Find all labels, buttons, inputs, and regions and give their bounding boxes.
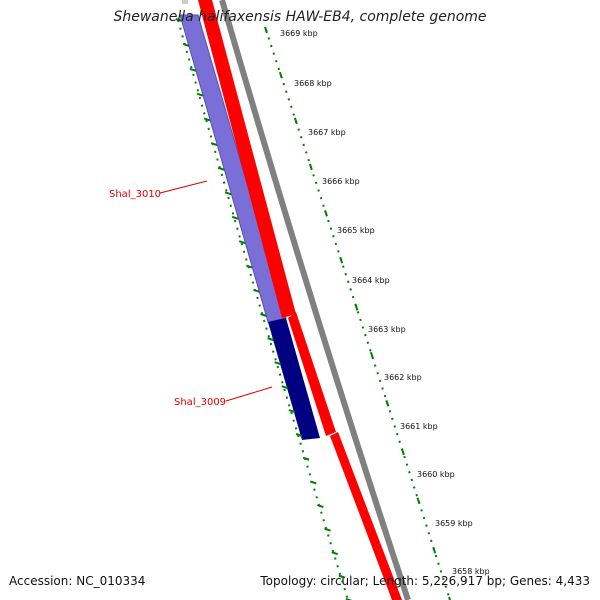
ruler-kbp-tick xyxy=(448,596,452,600)
kbp-label-3659: 3659 kbp xyxy=(435,519,473,528)
ruler-kbp-tick xyxy=(264,26,268,34)
ruler-major-tick xyxy=(295,433,303,437)
genome-backbone xyxy=(219,0,411,600)
genome-summary: Topology: circular; Length: 5,226,917 bp… xyxy=(260,574,590,588)
ruler-major-tick xyxy=(331,551,338,556)
ruler-kbp-tick xyxy=(324,210,328,217)
ruler-major-tick xyxy=(175,18,183,22)
ruler-kbp-tick xyxy=(278,71,283,79)
kbp-label-3669: 3669 kbp xyxy=(280,29,318,38)
kbp-label-3662: 3662 kbp xyxy=(384,373,422,382)
ruler-ticks xyxy=(175,18,452,600)
ruler-major-tick xyxy=(338,574,346,579)
gene-leader-shal-3010 xyxy=(159,180,208,194)
outer-ruler-ring xyxy=(265,29,451,600)
kbp-label-3661: 3661 kbp xyxy=(400,422,438,431)
ruler-major-tick xyxy=(345,598,353,600)
inner-ruler-ring xyxy=(177,19,349,600)
ruler-major-tick xyxy=(324,527,331,532)
kbp-label-3660: 3660 kbp xyxy=(417,470,455,479)
ruler-major-tick xyxy=(274,361,281,366)
ruler-major-tick xyxy=(196,92,204,97)
ruler-major-tick xyxy=(317,504,324,509)
map-title: Shewanella halifaxensis HAW-EB4, complet… xyxy=(113,9,487,25)
ruler-kbp-tick xyxy=(416,497,421,505)
kbp-label-3664: 3664 kbp xyxy=(352,276,390,285)
kbp-label-3668: 3668 kbp xyxy=(294,79,332,88)
ruler-major-tick xyxy=(302,456,310,461)
ruler-major-tick xyxy=(309,480,317,485)
ruler-major-tick xyxy=(238,240,246,245)
ruler-major-tick xyxy=(281,385,289,390)
ruler-major-tick xyxy=(231,215,239,220)
ruler-major-tick xyxy=(253,288,260,293)
ruler-major-tick xyxy=(288,409,296,414)
accession-text: Accession: NC_010334 xyxy=(9,574,146,588)
ruler-major-tick xyxy=(182,43,190,47)
forward-gene-block-3 xyxy=(330,432,402,600)
kbp-label-3666: 3666 kbp xyxy=(322,177,360,186)
ruler-kbp-tick xyxy=(385,400,390,407)
ruler-major-tick xyxy=(260,313,267,317)
ruler-kbp-tick xyxy=(400,448,405,456)
kbp-label-3663: 3663 kbp xyxy=(368,325,406,334)
gene-leader-shal-3009 xyxy=(225,386,273,402)
kbp-label-3658: 3658 kbp xyxy=(452,567,490,576)
ruler-major-tick xyxy=(246,264,253,269)
ruler-kbp-tick xyxy=(339,256,344,264)
ruler-major-tick xyxy=(224,191,232,196)
gene-label-shal-3009[interactable]: Shal_3009 xyxy=(174,397,226,408)
ruler-kbp-tick xyxy=(293,117,298,125)
ruler-major-tick xyxy=(210,142,218,147)
forward-gene-block-2 xyxy=(288,312,336,436)
ruler-major-tick xyxy=(203,117,211,122)
ruler-major-tick xyxy=(267,337,274,342)
ruler-kbp-tick xyxy=(432,546,437,554)
gene-shal-3009[interactable] xyxy=(268,318,320,440)
ruler-kbp-tick xyxy=(308,163,313,171)
ruler-kbp-tick xyxy=(354,304,359,311)
kbp-label-3667: 3667 kbp xyxy=(308,128,346,137)
ruler-major-tick xyxy=(189,67,197,72)
forward-gene-block-1 xyxy=(198,0,296,318)
kbp-label-3665: 3665 kbp xyxy=(337,226,375,235)
ruler-major-tick xyxy=(217,166,225,171)
gene-label-shal-3010[interactable]: Shal_3010 xyxy=(109,189,161,200)
ruler-kbp-tick xyxy=(369,351,374,359)
